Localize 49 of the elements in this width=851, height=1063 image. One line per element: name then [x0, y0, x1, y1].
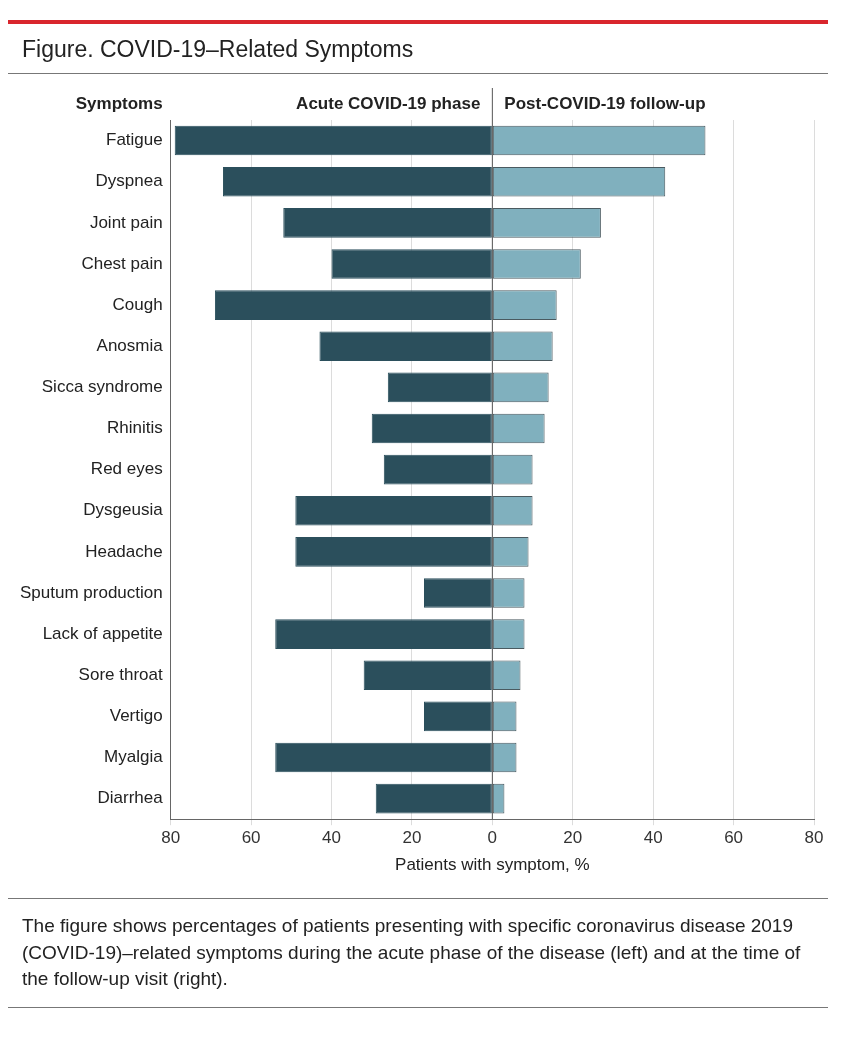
y-tick-label: Sputum production — [20, 582, 163, 602]
y-tick-label: Dysgeusia — [83, 500, 164, 520]
x-tick-label: 40 — [643, 828, 663, 848]
bar — [383, 454, 492, 485]
bar — [375, 783, 492, 814]
y-tick-label: Sicca syndrome — [41, 377, 163, 397]
bar — [174, 125, 492, 156]
y-tick-label: Headache — [85, 541, 163, 561]
bar — [283, 208, 492, 238]
bar — [387, 372, 492, 403]
x-tick-label: 60 — [241, 828, 261, 848]
x-axis-title: Patients with symptom, % — [395, 855, 590, 875]
y-tick-label: Red eyes — [90, 459, 163, 479]
y-tick-label: Dyspnea — [95, 171, 164, 191]
bar — [222, 166, 492, 197]
x-tick-label: 20 — [563, 828, 583, 848]
bar — [424, 701, 492, 732]
bar — [295, 537, 492, 567]
chart-title: Figure. COVID-19–Related Symptoms — [8, 24, 828, 74]
y-tick-label: Cough — [112, 294, 163, 314]
y-axis-title: Symptoms — [75, 93, 163, 113]
series-label: Post-COVID-19 follow-up — [504, 93, 706, 113]
bar — [319, 331, 492, 362]
text: The figure shows percentages of patients presenting with specific coronavirus disease 2019 (COVID-19)–related symptoms during the acute phase of the disease (left) and at the time of the follow-up visit (right). — [8, 898, 828, 1008]
x-tick-label: 80 — [804, 828, 824, 848]
y-tick-label: Joint pain — [89, 212, 163, 232]
x-tick-label: 80 — [161, 828, 181, 848]
x-tick-label: 20 — [402, 828, 422, 848]
x-tick-label: 0 — [487, 828, 498, 848]
y-tick-label: Vertigo — [109, 706, 163, 726]
y-tick-label: Fatigue — [106, 130, 163, 150]
bar — [363, 660, 492, 691]
bar — [275, 742, 492, 773]
y-tick-label: Diarrhea — [97, 788, 164, 808]
y-tick-label: Chest pain — [81, 253, 163, 273]
y-tick-label: Myalgia — [104, 747, 164, 767]
bar — [214, 290, 492, 320]
y-tick-label: Anosmia — [96, 335, 164, 355]
bar — [331, 249, 492, 279]
bar — [295, 495, 492, 526]
x-tick-label: 60 — [724, 828, 744, 848]
y-tick-label: Rhinitis — [106, 418, 163, 438]
x-tick-label: 40 — [322, 828, 341, 848]
y-tick-label: Sore throat — [78, 664, 163, 684]
series-label: Acute COVID-19 phase — [296, 93, 481, 113]
y-tick-label: Lack of appetite — [42, 623, 163, 643]
bar — [275, 619, 492, 649]
bar — [424, 578, 492, 608]
bar — [371, 413, 492, 444]
